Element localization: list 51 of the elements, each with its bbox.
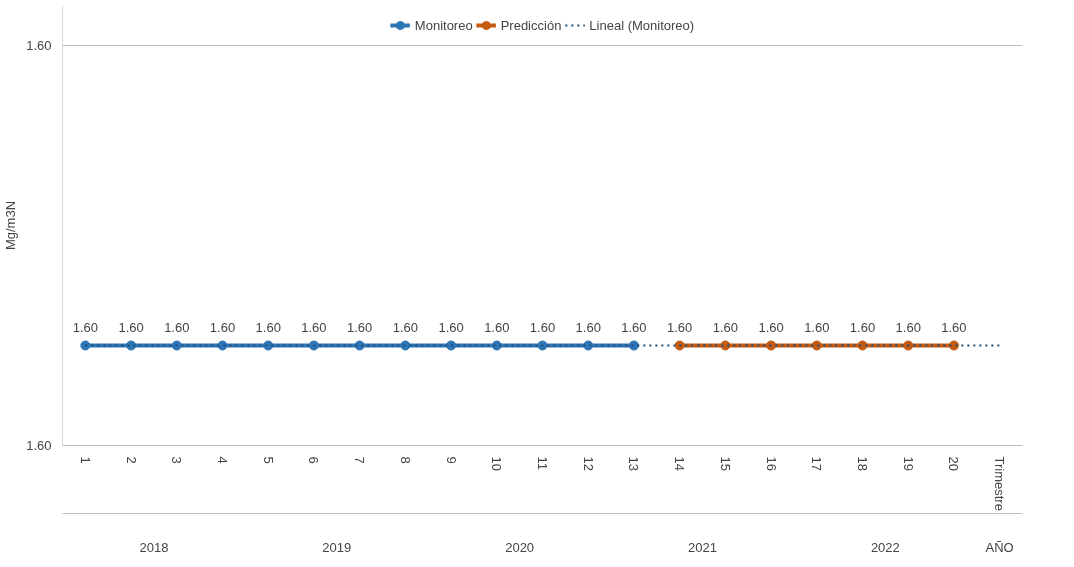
data-label: 1.60 [301,319,327,335]
x-tick-label: 16 [763,456,779,471]
legend-label: Predicción [500,17,562,33]
data-label: 1.60 [941,319,967,335]
data-label: 1.60 [72,319,99,335]
text: 2020 [505,539,535,555]
data-label: 1.60 [849,319,876,335]
data-label: 1.60 [255,319,281,335]
data-label: 1.60 [118,319,144,335]
x-tick-label: 8 [397,456,413,464]
data-label: 1.60 [164,319,190,335]
text: 2019 [322,539,352,555]
legend-label: Lineal (Monitoreo) [589,17,695,33]
x-tick-label: 7 [352,456,368,464]
data-label: 1.60 [712,319,739,335]
data-label: 1.60 [666,319,693,335]
data-label: 1.60 [484,319,510,335]
x-tick-label: 9 [443,456,459,464]
text: 2021 [688,539,717,555]
text: AÑO [985,539,1014,555]
text: 2022 [870,539,900,555]
data-label: 1.60 [438,319,464,335]
legend-label: Monitoreo [414,17,473,33]
x-tick-label: 14 [672,456,688,471]
x-tick-label: 19 [900,456,916,471]
data-label: 1.60 [758,319,784,335]
x-tick-label: 4 [215,456,230,464]
data-label: 1.60 [346,319,373,335]
text: 2018 [139,539,169,555]
x-tick-label: 2 [123,456,139,464]
data-label: 1.60 [529,319,556,335]
data-label: 1.60 [895,319,921,335]
y-axis-title: Mg/m3N [3,200,19,251]
x-tick-label: 12 [580,456,596,471]
data-label: 1.60 [621,319,647,335]
x-tick-label: 3 [169,456,185,464]
data-label: 1.60 [575,319,601,335]
x-tick-label: 18 [855,456,870,471]
data-label: 1.60 [392,319,419,335]
data-label: 1.60 [804,319,830,335]
x-tick-label: 10 [489,456,505,471]
x-tick-label: 20 [946,456,962,471]
x-tick-label: 1 [77,456,93,464]
x-tick-label: 17 [809,456,825,471]
x-tick-label: 5 [260,456,276,464]
x-tick-label: 11 [535,456,550,470]
x-tick-label: 15 [717,456,733,471]
x-tick-label: 6 [306,456,322,464]
data-label: 1.60 [209,319,236,335]
x-tick-label: 13 [626,456,642,471]
text: Trimestre [992,456,1008,511]
